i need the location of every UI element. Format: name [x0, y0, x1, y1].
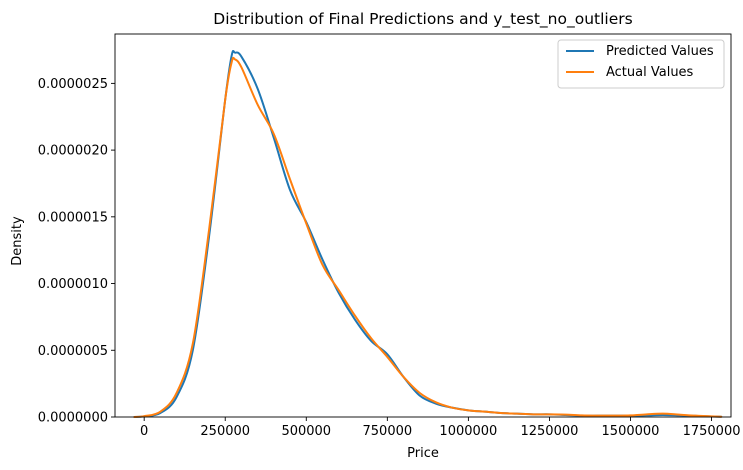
series-line-actual: [133, 56, 723, 418]
x-tick-label: 1000000: [439, 424, 497, 439]
x-tick-label: 1250000: [520, 424, 578, 439]
legend-label-actual: Actual Values: [606, 65, 694, 80]
x-tick-label: 750000: [363, 424, 413, 439]
x-tick-label: 500000: [281, 424, 331, 439]
x-tick-label: 1750000: [683, 424, 741, 439]
plot-area: [133, 50, 723, 418]
legend: Predicted Values Actual Values: [557, 39, 725, 89]
y-tick-label: 0.0000005: [38, 344, 108, 359]
x-tick-label: 250000: [200, 424, 250, 439]
legend-box: [557, 39, 725, 89]
x-tick-label: 1500000: [602, 424, 660, 439]
y-tick-label: 0.0000000: [38, 411, 108, 426]
legend-label-predicted: Predicted Values: [606, 44, 714, 59]
plot-frame: [114, 33, 732, 418]
y-tick-label: 0.0000010: [38, 277, 108, 292]
y-axis-label: Density: [10, 216, 25, 266]
y-tick-label: 0.0000015: [38, 210, 108, 225]
chart-title: Distribution of Final Predictions and y_…: [213, 10, 632, 29]
x-axis: 0 250000 500000 750000 1000000 1250000 1500000…: [140, 417, 741, 439]
y-axis: 0.0000000 0.0000005 0.0000010 0.0000015 0.00…: [38, 77, 115, 426]
y-tick-label: 0.0000020: [38, 144, 108, 159]
x-tick-label: 0: [140, 424, 148, 439]
x-axis-label: Price: [407, 446, 439, 461]
y-tick-label: 0.0000025: [38, 77, 108, 92]
